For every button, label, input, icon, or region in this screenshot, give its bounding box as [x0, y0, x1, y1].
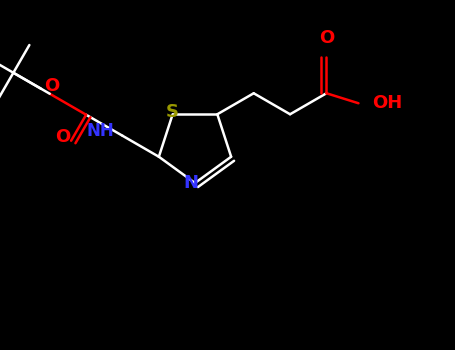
Text: NH: NH: [87, 122, 115, 140]
Text: S: S: [166, 103, 179, 121]
Text: O: O: [44, 77, 59, 95]
Text: OH: OH: [373, 94, 403, 112]
Text: O: O: [319, 29, 334, 47]
Text: N: N: [183, 174, 198, 192]
Text: O: O: [56, 128, 71, 146]
